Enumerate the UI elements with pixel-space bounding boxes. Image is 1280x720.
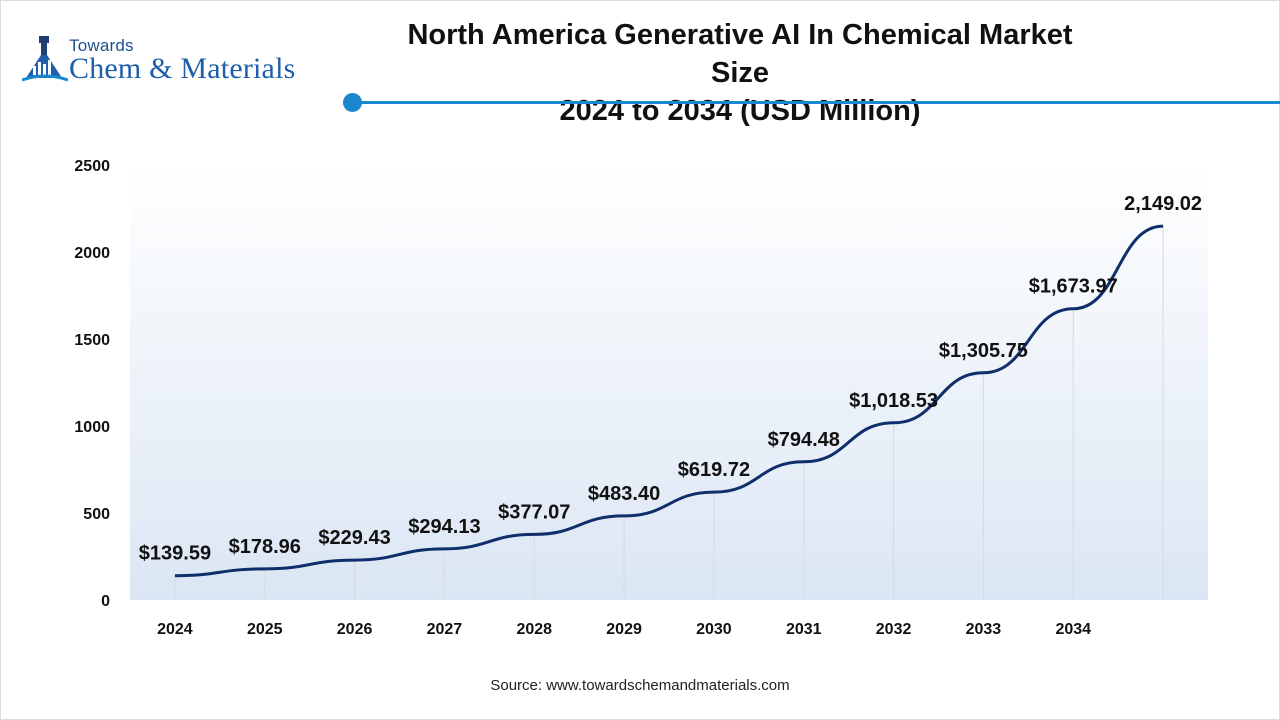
title-divider-line	[352, 101, 1280, 104]
data-label: $1,018.53	[849, 390, 938, 412]
logo-text-towards: Towards	[69, 36, 134, 55]
x-tick-label: 2025	[247, 621, 283, 638]
data-label: $1,305.75	[939, 340, 1028, 362]
chart-title: North America Generative AI In Chemical …	[400, 16, 1080, 130]
data-label: $294.13	[408, 516, 480, 538]
x-tick-label: 2031	[786, 621, 822, 638]
y-tick-label: 1000	[74, 419, 110, 436]
y-tick-label: 1500	[74, 332, 110, 349]
y-tick-label: 2500	[74, 158, 110, 175]
chart-title-line-1: North America Generative AI In Chemical …	[407, 19, 1073, 89]
brand-logo[interactable]: Towards Chem & Materials	[22, 34, 342, 90]
data-label: 2,149.02	[1124, 193, 1202, 215]
x-tick-label: 2028	[516, 621, 552, 638]
data-label: $377.07	[498, 501, 570, 523]
y-tick-label: 0	[101, 593, 110, 610]
data-label: $178.96	[229, 536, 301, 558]
data-label: $229.43	[318, 527, 390, 549]
data-label: $139.59	[139, 543, 211, 565]
x-tick-label: 2026	[337, 621, 373, 638]
x-tick-label: 2033	[966, 621, 1002, 638]
x-tick-label: 2024	[157, 621, 193, 638]
logo-text-brand: Chem & Materials	[69, 52, 296, 85]
flask-icon	[22, 36, 68, 82]
data-label: $1,673.97	[1029, 276, 1118, 298]
x-tick-label: 2034	[1055, 621, 1091, 638]
data-label: $619.72	[678, 459, 750, 481]
chart-title-line-2: 2024 to 2034 (USD Million)	[559, 95, 921, 127]
x-tick-label: 2029	[606, 621, 642, 638]
data-label: $794.48	[768, 429, 840, 451]
x-tick-label: 2030	[696, 621, 732, 638]
title-divider-dot	[343, 93, 362, 112]
data-label: $483.40	[588, 483, 660, 505]
plot-area	[130, 165, 1208, 600]
x-tick-label: 2032	[876, 621, 912, 638]
x-tick-label: 2027	[427, 621, 463, 638]
y-tick-label: 500	[83, 506, 110, 523]
y-tick-label: 2000	[74, 245, 110, 262]
series-line	[174, 224, 1164, 578]
source-note: Source: www.towardschemandmaterials.com	[490, 677, 790, 694]
